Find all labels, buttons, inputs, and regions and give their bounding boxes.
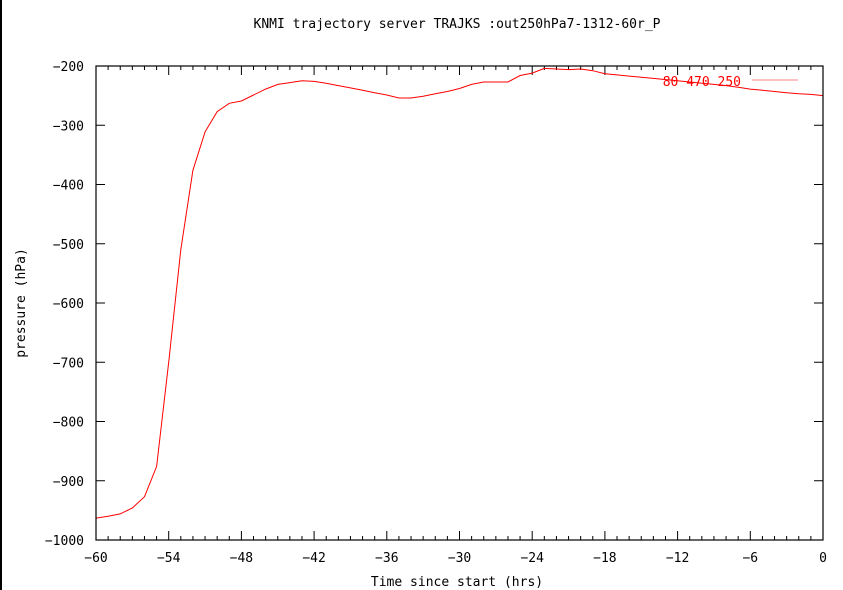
y-tick-label: −900 <box>53 475 84 490</box>
y-tick-label: −200 <box>53 60 84 75</box>
x-tick-label: −18 <box>593 551 616 566</box>
y-tick-labels: −200 −300 −400 −500 −600 −700 −800 −900 −1000 <box>45 60 84 549</box>
y-axis-label: pressure (hPa) <box>14 248 29 358</box>
y-tick-label: −600 <box>53 297 84 312</box>
y-tick-label: −500 <box>53 238 84 253</box>
x-axis-label: Time since start (hrs) <box>371 575 543 590</box>
y-tick-label: −300 <box>53 119 84 134</box>
plot-frame <box>95 65 824 541</box>
series-layer <box>95 67 824 519</box>
y-tick-label: −800 <box>53 416 84 431</box>
x-tick-label: −54 <box>157 551 181 566</box>
series-line <box>95 67 824 519</box>
legend-label: 80 470 250 <box>663 75 741 90</box>
y-tick-label: −700 <box>53 356 84 371</box>
x-tick-label: −30 <box>448 551 471 566</box>
y-tick-label: −400 <box>53 179 84 194</box>
x-tick-labels: −60 −54 −48 −42 −36 −30 −24 −18 −12 −6 0 <box>84 551 827 566</box>
y-tick-label: −1000 <box>45 534 84 549</box>
x-tick-label: −60 <box>84 551 107 566</box>
axis-ticks <box>95 65 824 541</box>
x-tick-label: 0 <box>819 551 827 566</box>
x-tick-label: −42 <box>302 551 325 566</box>
chart-title: KNMI trajectory server TRAJKS :out250hPa… <box>254 17 661 32</box>
x-tick-label: −6 <box>742 551 758 566</box>
x-tick-label: −36 <box>375 551 398 566</box>
x-tick-label: −48 <box>230 551 253 566</box>
x-tick-label: −12 <box>666 551 689 566</box>
x-tick-label: −24 <box>520 551 544 566</box>
